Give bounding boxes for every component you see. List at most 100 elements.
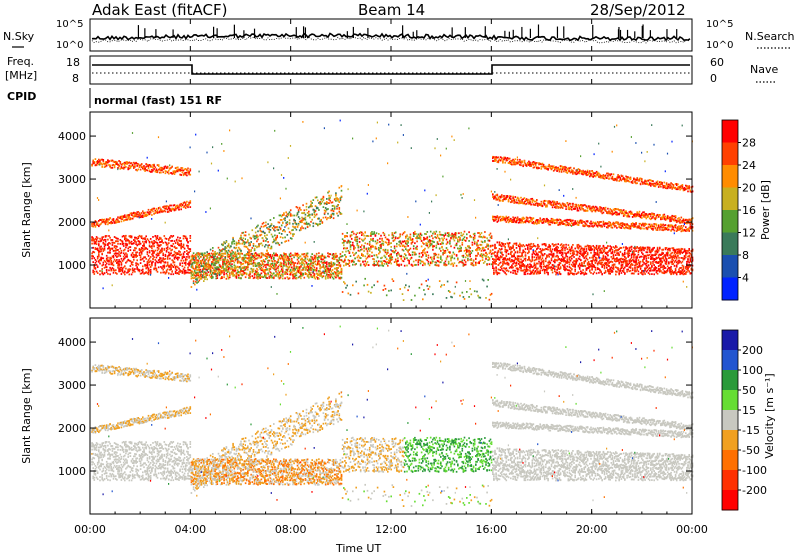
radar-cell [187,241,189,243]
radar-cell [264,271,266,274]
radar-cell [309,264,311,266]
radar-cell [259,234,261,237]
radar-cell [208,257,211,259]
radar-cell [329,253,331,256]
radar-cell [200,273,203,276]
radar-cell [92,246,94,249]
radar-cell [329,276,331,279]
radar-cell [298,275,301,278]
radar-cell [173,253,176,256]
radar-cell [259,265,261,268]
radar-cell [148,251,151,254]
radar-cell [157,211,160,214]
radar-cell [318,256,320,259]
radar-cell [173,257,176,260]
radar-cell [188,256,190,259]
radar-cell [155,260,158,263]
radar-cell [94,220,97,222]
radar-cell [427,278,429,281]
radar-cell [232,236,234,239]
radar-cell [231,249,233,252]
radar-cell [301,216,303,219]
radar-cell [250,241,252,243]
radar-cell [475,261,477,264]
radar-cell [198,270,201,272]
radar-cell [225,250,228,253]
radar-cell [291,271,293,274]
radar-cell [459,294,461,297]
radar-cell [107,161,109,164]
radar-cell [235,274,238,277]
radar-cell [103,218,106,221]
radar-cell [247,264,249,267]
radar-cell [492,248,494,251]
radar-cell [468,231,470,234]
radar-cell [268,256,271,258]
radar-cell [388,289,390,292]
radar-cell [219,254,222,257]
radar-cell [305,267,308,270]
radar-cell [457,258,459,261]
radar-cell [304,218,307,221]
radar-cell [333,254,336,257]
radar-cell [329,196,331,199]
radar-cell [309,205,311,208]
radar-cell [332,213,335,216]
radar-cell [249,236,251,239]
radar-cell [207,271,210,274]
radar-cell [109,256,111,259]
radar-cell [346,247,348,250]
radar-cell [232,251,234,253]
radar-cell [234,259,237,262]
radar-cell [248,254,250,257]
radar-cell [227,249,230,252]
radar-cell [113,222,116,224]
radar-cell [197,272,199,275]
radar-cell [243,241,246,243]
radar-cell [400,258,403,260]
radar-cell [187,271,189,274]
radar-cell [286,215,289,218]
radar-cell [188,269,190,271]
radar-cell [131,164,134,167]
radar-cell [445,147,447,150]
radar-cell [174,266,177,269]
radar-cell [353,261,355,263]
radar-cell [204,271,206,273]
radar-cell [171,235,173,238]
radar-cell [238,246,240,249]
radar-cell [199,262,202,265]
radar-cell [466,237,468,240]
radar-cell [223,273,225,276]
radar-cell [322,255,325,258]
radar-cell [173,204,176,206]
radar-cell [183,251,186,253]
radar-cell [318,223,320,226]
radar-cell [310,204,312,207]
radar-cell [478,232,480,234]
radar-cell [356,240,359,243]
radar-cell [162,265,164,268]
radar-cell [147,271,150,274]
radar-cell [135,256,137,258]
radar-cell [115,272,117,274]
radar-cell [268,265,271,268]
radar-cell [329,267,331,270]
radar-cell [476,254,478,257]
radar-cell [379,264,381,267]
radar-cell [231,270,233,273]
radar-cell [198,252,201,255]
radar-cell [194,276,196,279]
radar-cell [110,166,112,169]
radar-cell [320,260,322,263]
radar-cell [285,211,287,214]
radar-cell [323,213,326,216]
radar-cell [269,271,272,274]
radar-cell [420,283,423,286]
radar-cell [273,267,275,270]
radar-cell [336,274,338,277]
radar-cell [125,240,127,242]
radar-cell [136,211,138,214]
radar-cell [445,258,448,261]
radar-cell [328,274,330,276]
